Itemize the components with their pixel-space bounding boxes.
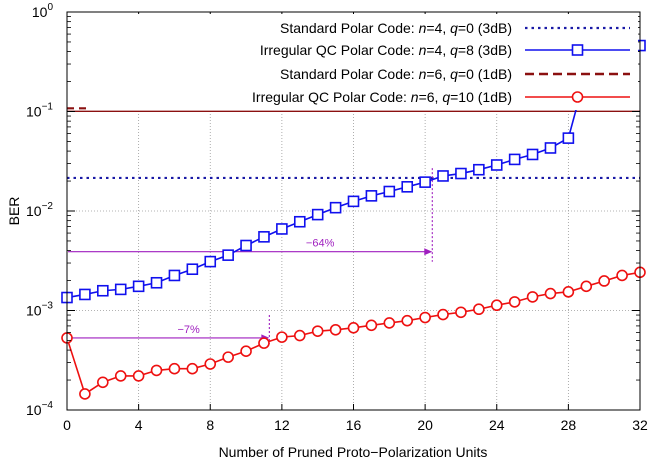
square-marker (222, 249, 234, 261)
square-marker (168, 269, 181, 282)
circle-marker (365, 319, 378, 332)
circle-marker (150, 364, 163, 377)
x-tick-label: 20 (417, 417, 433, 433)
x-tick-label: 12 (274, 417, 290, 433)
square-marker (544, 142, 557, 154)
circle-marker (311, 325, 324, 337)
circle-marker (132, 370, 145, 382)
circle-marker (419, 311, 431, 324)
circle-marker (204, 358, 217, 370)
circle-marker (258, 337, 270, 349)
square-marker (97, 284, 109, 297)
annotation-arrowhead (424, 248, 433, 256)
square-marker (490, 159, 503, 171)
circle-marker (526, 291, 539, 303)
circle-marker (79, 388, 91, 400)
square-marker (365, 190, 378, 202)
square-marker (293, 215, 306, 228)
square-marker (401, 181, 414, 193)
legend-label: Standard Polar Code: n=6, q=0 (1dB) (280, 66, 512, 82)
legend-label: Standard Polar Code: n=4, q=0 (3dB) (280, 20, 512, 36)
circle-marker (276, 331, 288, 343)
x-tick-label: 8 (206, 417, 214, 433)
square-marker (508, 153, 521, 166)
circle-marker (616, 269, 628, 282)
data-series (61, 39, 646, 400)
x-tick-label: 0 (63, 417, 71, 433)
square-marker (526, 148, 539, 161)
circle-marker (329, 323, 342, 336)
x-tick-label: 28 (561, 417, 577, 433)
square-marker (150, 276, 163, 289)
circle-marker (401, 314, 414, 327)
reference-lines (67, 107, 640, 180)
square-marker (419, 176, 431, 188)
circle-marker (437, 308, 449, 321)
circle-marker (598, 275, 610, 287)
x-tick-label: 24 (489, 417, 505, 433)
x-axis-label: Number of Pruned Proto−Polarization Unit… (219, 444, 488, 460)
square-marker (473, 163, 485, 176)
square-marker (132, 280, 145, 293)
legend: Standard Polar Code: n=4, q=0 (3dB) Irreg… (90, 14, 638, 110)
y-tick-label: 10−4 (26, 400, 53, 418)
circle-marker (186, 362, 199, 375)
square-marker (383, 185, 396, 198)
legend-label: Irregular QC Polar Code: n=6, q=10 (1dB) (252, 89, 512, 105)
circle-marker (293, 329, 306, 342)
circle-marker (222, 351, 234, 363)
legend-background (90, 14, 638, 110)
circle-marker (240, 345, 252, 357)
y-tick-label: 10−3 (26, 301, 53, 319)
circle-marker (383, 317, 396, 329)
circle-marker (114, 370, 127, 382)
circle-marker (455, 306, 467, 319)
circle-marker (580, 280, 593, 293)
square-marker (114, 283, 127, 296)
y-tick-label: 10−2 (26, 201, 53, 219)
circle-marker (168, 362, 181, 375)
circle-marker (473, 303, 485, 316)
square-marker (437, 170, 449, 182)
square-marker (329, 201, 342, 214)
circle-marker (508, 296, 521, 308)
square-marker (562, 132, 575, 144)
square-marker (455, 167, 467, 180)
circle-marker (347, 322, 360, 334)
legend-label: Irregular QC Polar Code: n=4, q=8 (3dB) (260, 42, 512, 58)
x-axis-ticks: 0 4 8 12 16 20 24 28 32 (63, 12, 648, 433)
x-tick-label: 16 (346, 417, 362, 433)
y-tick-label: 10−1 (26, 102, 53, 120)
circle-marker (562, 286, 575, 298)
x-tick-label: 4 (135, 417, 143, 433)
legend-square-marker (571, 44, 584, 56)
circle-marker (490, 299, 503, 312)
circle-marker (97, 376, 109, 389)
x-tick-label: 32 (632, 417, 648, 433)
circle-marker (544, 287, 557, 300)
square-marker (347, 195, 360, 208)
annotation-label: −7% (178, 324, 201, 336)
square-marker (204, 255, 217, 268)
square-marker (311, 208, 324, 221)
annotation-label: −64% (306, 238, 335, 250)
square-marker (276, 223, 288, 235)
square-marker (79, 288, 91, 301)
legend-circle-marker (571, 91, 584, 103)
y-tick-label: 100 (32, 2, 54, 20)
square-marker (240, 239, 252, 252)
square-marker (186, 263, 199, 276)
square-marker (258, 231, 270, 243)
y-axis-label: BER (6, 197, 22, 226)
